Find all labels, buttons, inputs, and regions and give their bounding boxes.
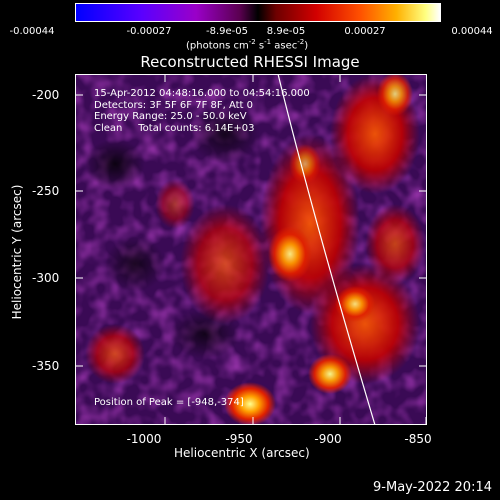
- rhessi-image: [75, 74, 427, 425]
- energy-range-text: Energy Range: 25.0 - 50.0 keV: [94, 111, 247, 122]
- y-axis-label: Heliocentric Y (arcsec): [10, 184, 24, 320]
- x-tick-label: -1000: [126, 432, 162, 446]
- y-tick-label: -250: [32, 184, 60, 198]
- colorbar-tick-label: 0.00027: [344, 26, 386, 37]
- colorbar: [75, 3, 441, 22]
- y-tick-label: -350: [32, 359, 60, 373]
- y-tick-label: -200: [32, 88, 60, 102]
- colorbar-tick-label: -0.00044: [9, 26, 55, 37]
- detectors-text: Detectors: 3F 5F 6F 7F 8F, Att 0: [94, 99, 254, 111]
- peak-position-text: Position of Peak = [-948,-374]: [94, 397, 244, 408]
- x-axis-label: Heliocentric X (arcsec): [174, 446, 310, 460]
- time-range-text: 15-Apr-2012 04:48:16.000 to 04:54:16.000: [94, 88, 310, 99]
- colorbar-tick-label: -0.00027: [126, 26, 172, 37]
- colorbar-unit-label: (photons cm-2 s-1 asec-2): [186, 38, 309, 52]
- x-tick-label: -900: [314, 432, 342, 446]
- colorbar-tick-label: -8.9e-05: [206, 26, 248, 37]
- x-tick-label: -950: [225, 432, 253, 446]
- colorbar-tick-label: 0.00044: [451, 26, 493, 37]
- timestamp: 9-May-2022 20:14: [373, 480, 492, 495]
- clean-counts-text: Clean Total counts: 6.14E+03: [94, 122, 255, 134]
- image-title: Reconstructed RHESSI Image: [140, 53, 360, 71]
- x-tick-label: -850: [404, 432, 432, 446]
- y-tick-label: -300: [32, 271, 60, 285]
- colorbar-tick-label: 8.9e-05: [266, 26, 306, 37]
